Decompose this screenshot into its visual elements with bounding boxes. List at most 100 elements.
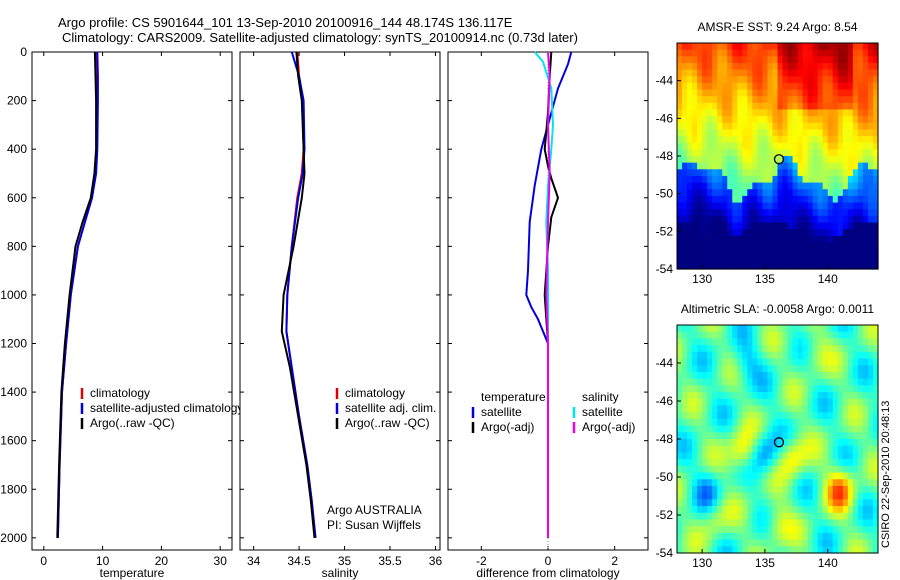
sst_map-cell xyxy=(857,162,864,170)
sst_map-cell xyxy=(752,235,759,244)
sst_map-cell xyxy=(807,195,814,204)
sla_map-cell xyxy=(787,392,794,400)
sla_map-cell xyxy=(842,485,849,494)
sst_map-cell xyxy=(717,209,723,217)
sst_map-cell xyxy=(692,96,698,104)
sla_map-cell xyxy=(827,331,834,340)
sla_map-cell xyxy=(862,378,869,386)
sla_map-cell xyxy=(837,526,844,534)
sla_map-cell xyxy=(727,479,733,487)
sst_map-cell xyxy=(792,175,799,184)
sla_map-cell xyxy=(722,546,728,554)
sla_map-cell xyxy=(712,445,718,454)
sst_map-cell xyxy=(727,122,733,131)
sst_map-cell xyxy=(742,62,748,71)
sst_map-cell xyxy=(737,235,743,244)
sst_map-cell xyxy=(722,162,728,170)
sst_map-cell xyxy=(867,222,874,230)
sst_map-cell xyxy=(717,215,723,224)
sla_map-cell xyxy=(757,412,764,420)
temperature-xtick-label: 0 xyxy=(40,554,47,568)
sst_map-cell xyxy=(807,215,814,224)
sst_map-cell xyxy=(862,202,869,210)
sst_map-cell xyxy=(862,255,869,263)
sst_map-cell xyxy=(702,162,708,170)
sla_map-cell xyxy=(702,432,708,440)
sst_map-cell xyxy=(747,242,753,250)
sst_map-cell xyxy=(762,235,769,244)
sst_map-cell xyxy=(832,162,839,170)
sst_map-cell xyxy=(847,156,854,164)
sst_map-cell xyxy=(707,195,713,204)
sla_map-cell xyxy=(752,459,759,467)
sst_map-cell xyxy=(682,102,688,111)
sst_map-cell xyxy=(842,142,849,150)
sst_map-cell xyxy=(777,242,784,250)
sst_map-cell xyxy=(802,222,809,230)
sla_map-cell xyxy=(847,371,854,380)
sst_map-cell xyxy=(832,116,839,124)
sst_map-cell xyxy=(702,189,708,197)
sla_map-cell xyxy=(752,532,759,541)
sla_map-cell xyxy=(787,338,794,346)
sst_map-cell xyxy=(867,215,874,224)
sst_map-cell xyxy=(767,96,774,104)
sla_map-cell xyxy=(767,512,774,521)
sst_map-cell xyxy=(872,43,879,51)
sla_map-cell xyxy=(822,371,829,380)
sla_map-cell xyxy=(732,519,738,527)
sst_map-cell xyxy=(857,136,864,144)
sla_map-cell xyxy=(697,418,703,427)
sst_map-cell xyxy=(787,69,794,77)
sla_map-cell xyxy=(782,351,789,360)
sla_map-cell xyxy=(812,392,819,400)
sla_map-cell xyxy=(687,479,693,487)
sla_map-cell xyxy=(687,351,693,360)
sst_map-cell xyxy=(862,182,869,190)
sla_map-cell xyxy=(732,492,738,500)
sla_map-cell xyxy=(847,418,854,427)
sst_map-cell xyxy=(762,116,769,124)
temperature-ytick-label: 600 xyxy=(7,191,27,205)
sst_map-cell xyxy=(747,182,753,190)
sla_map-cell xyxy=(857,418,864,427)
sla_map-cell xyxy=(697,526,703,534)
sla_map-cell xyxy=(742,506,748,514)
sla_map-cell xyxy=(837,506,844,514)
sla_map-cell xyxy=(762,459,769,467)
sst_map-cell xyxy=(842,82,849,91)
sst_map-cell xyxy=(747,76,753,84)
sla_map-cell xyxy=(812,512,819,521)
sla_map-cell xyxy=(772,392,779,400)
sst_map-cell xyxy=(737,56,743,64)
sla_map-cell xyxy=(787,506,794,514)
sst_map-cell xyxy=(867,142,874,150)
sla_map-cell xyxy=(862,345,869,353)
sst_map-cell xyxy=(852,49,859,57)
sst_map-cell xyxy=(802,142,809,150)
sst_map-cell xyxy=(747,162,753,170)
sst_map-cell xyxy=(822,189,829,197)
sla_map-cell xyxy=(867,331,874,340)
sst_map-cell xyxy=(697,43,703,51)
sst_map-cell xyxy=(812,249,819,257)
sla_map-cell xyxy=(782,418,789,427)
sla_map-cell xyxy=(797,432,804,440)
sla_map-cell xyxy=(717,499,723,507)
sst_map-cell xyxy=(812,235,819,244)
sst_map-cell xyxy=(752,116,759,124)
sst_map-cell xyxy=(717,43,723,51)
sla_map-cell xyxy=(817,519,824,527)
sst_map-cell xyxy=(847,242,854,250)
sla_map-cell xyxy=(722,405,728,413)
sla_map-cell xyxy=(797,412,804,420)
sla_map-cell xyxy=(747,512,753,521)
sla_map-cell xyxy=(792,325,799,333)
sst_map-cell xyxy=(677,175,683,184)
sla_map-cell xyxy=(777,492,784,500)
sla_map-cell xyxy=(767,506,774,514)
sla_map-cell xyxy=(707,485,713,494)
sla_map-cell xyxy=(677,385,683,393)
sla_map-cell xyxy=(737,432,743,440)
sla_map-cell xyxy=(747,506,753,514)
